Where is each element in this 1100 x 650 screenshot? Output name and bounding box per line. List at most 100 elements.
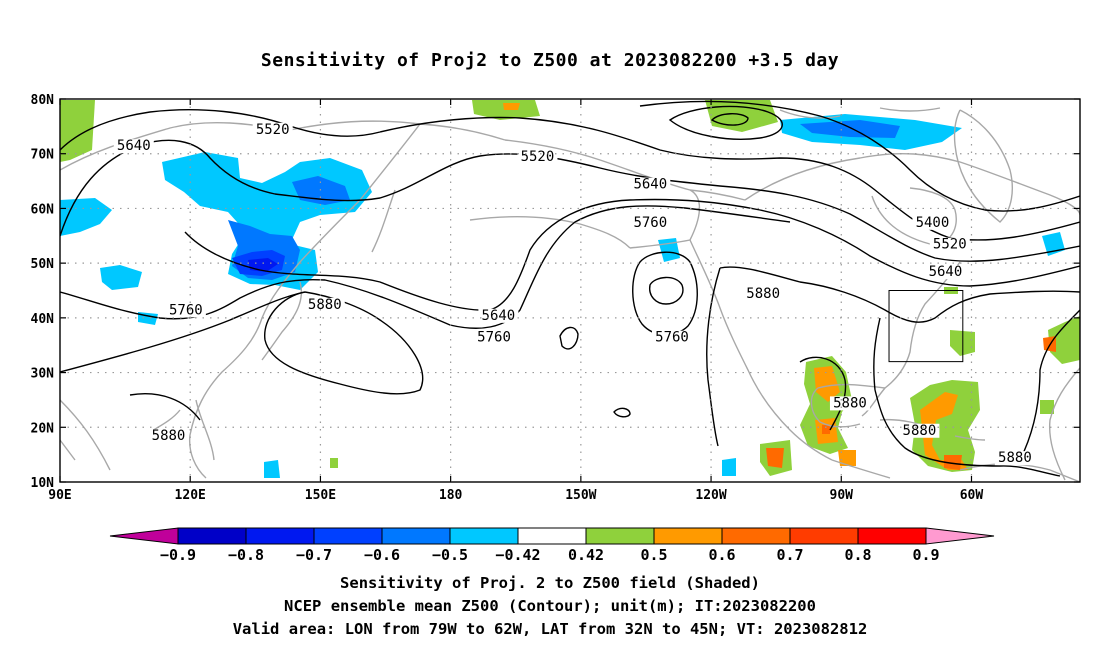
contour-5400 bbox=[639, 100, 1080, 212]
lat-labels: 80N 70N 60N 50N 40N 30N 20N 10N bbox=[31, 93, 55, 491]
contour-label: 5760 bbox=[633, 215, 667, 231]
colorbar-extend-low bbox=[109, 527, 179, 545]
contour-label-bg bbox=[994, 451, 1035, 466]
contour-label: 5880 bbox=[998, 450, 1032, 466]
colorbar-segment bbox=[245, 527, 315, 545]
lon-label: 150W bbox=[565, 488, 596, 503]
contour-label-bg bbox=[743, 286, 784, 301]
contour-5880-c bbox=[719, 266, 1080, 323]
contour-5880-f bbox=[874, 389, 1061, 477]
lon-label: 180 bbox=[439, 488, 463, 503]
contour-5520-b bbox=[379, 116, 1080, 241]
lon-label: 90E bbox=[48, 488, 71, 503]
contour-label: 5880 bbox=[746, 286, 780, 302]
colorbar-segment bbox=[517, 527, 587, 545]
colorbar-label: −0.9 bbox=[160, 546, 196, 564]
colorbar-segment bbox=[721, 527, 791, 545]
colorbar-segment bbox=[177, 527, 247, 545]
colorbar-segment bbox=[585, 527, 655, 545]
neg-region-west2 bbox=[100, 265, 142, 290]
contour-label-bg bbox=[252, 122, 293, 137]
pos-region-arctic1-core bbox=[503, 103, 520, 110]
coastline-na-arctic bbox=[744, 152, 1080, 216]
coastline-greenland bbox=[953, 109, 1013, 223]
contour-5880-h bbox=[1019, 309, 1080, 461]
colorbar-label: 0.9 bbox=[912, 546, 939, 564]
colorbar-segment bbox=[857, 527, 927, 545]
lat-label: 10N bbox=[31, 476, 55, 491]
contour-label: 5520 bbox=[256, 122, 290, 138]
contour-label: 5880 bbox=[308, 297, 342, 313]
colorbar-label: 0.42 bbox=[568, 546, 604, 564]
contour-label-bg bbox=[899, 423, 940, 438]
contour-label-bg bbox=[165, 303, 206, 318]
colorbar-label: −0.6 bbox=[364, 546, 400, 564]
lat-label: 80N bbox=[31, 93, 55, 108]
contour-5760-small-low bbox=[649, 276, 684, 305]
pos-region-eastpac-core bbox=[766, 448, 784, 468]
contour-label-bg bbox=[630, 215, 671, 230]
sensitivity-map: 5520 5640 5520 5640 5760 5400 5520 5640 5880 5880… bbox=[31, 93, 1081, 564]
contour-5460-low bbox=[710, 113, 749, 126]
contour-label: 5520 bbox=[521, 149, 555, 165]
contour-5760 bbox=[60, 205, 791, 329]
coastline-africa bbox=[1048, 367, 1080, 481]
contour-label: 5400 bbox=[916, 215, 950, 231]
contour-5760-low bbox=[632, 251, 698, 336]
contour-label-bg bbox=[517, 150, 558, 165]
caption-line-2: NCEP ensemble mean Z500 (Contour); unit(… bbox=[284, 597, 816, 615]
contour-5880-g bbox=[873, 317, 881, 391]
lon-labels: 90E 120E 150E 180 150W 120W 90W 60W bbox=[48, 488, 983, 503]
pos-region-atlantic-small bbox=[1040, 400, 1054, 414]
contour-label-bg bbox=[474, 330, 515, 345]
contour-label-bg bbox=[148, 429, 189, 444]
contour-label-bg bbox=[652, 330, 692, 345]
colorbar-segment bbox=[449, 527, 519, 545]
pos-region-eastpac-small bbox=[838, 450, 856, 466]
contour-5880-lo1 bbox=[559, 326, 579, 350]
sensitivity-shading bbox=[60, 100, 1080, 478]
colorbar: −0.9 −0.8 −0.7 −0.6 −0.5 −0.42 0.42 0.5 0.6 0.7 0.… bbox=[109, 527, 995, 564]
colorbar-extend-high bbox=[925, 527, 995, 545]
contour-label-bg bbox=[912, 215, 953, 230]
coastline-japan bbox=[261, 281, 302, 361]
valid-area-box bbox=[888, 290, 964, 363]
colorbar-label: −0.8 bbox=[228, 546, 264, 564]
contour-5880-sc bbox=[129, 393, 201, 421]
contour-label: 5880 bbox=[903, 423, 937, 439]
contour-labels: 5520 5640 5520 5640 5760 5400 5520 5640 5880 5880… bbox=[113, 122, 1035, 466]
colorbar-label: 0.8 bbox=[844, 546, 871, 564]
lat-label: 70N bbox=[31, 148, 55, 163]
colorbar-label: 0.6 bbox=[708, 546, 735, 564]
contour-label-bg bbox=[925, 265, 966, 280]
lat-label: 50N bbox=[31, 257, 55, 272]
contour-label: 5760 bbox=[477, 330, 511, 346]
colorbar-segment bbox=[381, 527, 451, 545]
coastline-arctic-islands bbox=[779, 107, 941, 119]
contour-label: 5760 bbox=[655, 330, 689, 346]
lon-label: 60W bbox=[960, 488, 984, 503]
neg-region-mexico-small bbox=[722, 458, 736, 476]
gridlines bbox=[60, 99, 1080, 482]
contour-label-bg bbox=[829, 396, 870, 411]
neg-region-arctic-core bbox=[800, 120, 900, 138]
caption-block: Sensitivity of Proj. 2 to Z500 field (Sh… bbox=[0, 572, 1100, 641]
plot-frame bbox=[59, 98, 1081, 483]
contour-label-bg bbox=[630, 177, 671, 192]
lat-label: 40N bbox=[31, 312, 55, 327]
contour-5640-b bbox=[184, 198, 1080, 311]
contour-label: 5880 bbox=[152, 428, 186, 444]
contour-5880-lo2 bbox=[613, 407, 631, 418]
caption-line-1: Sensitivity of Proj. 2 to Z500 field (Sh… bbox=[340, 574, 760, 592]
colorbar-segment bbox=[313, 527, 383, 545]
colorbar-label: −0.7 bbox=[296, 546, 332, 564]
lat-label: 20N bbox=[31, 421, 55, 436]
colorbar-label: 0.7 bbox=[776, 546, 803, 564]
lat-label: 30N bbox=[31, 367, 55, 382]
z500-contours bbox=[60, 100, 1080, 477]
neg-region-west bbox=[60, 198, 112, 236]
contour-label: 5640 bbox=[929, 264, 963, 280]
contour-5880-b bbox=[264, 291, 424, 395]
lon-label: 120W bbox=[695, 488, 726, 503]
coastline-gulf bbox=[810, 383, 886, 428]
